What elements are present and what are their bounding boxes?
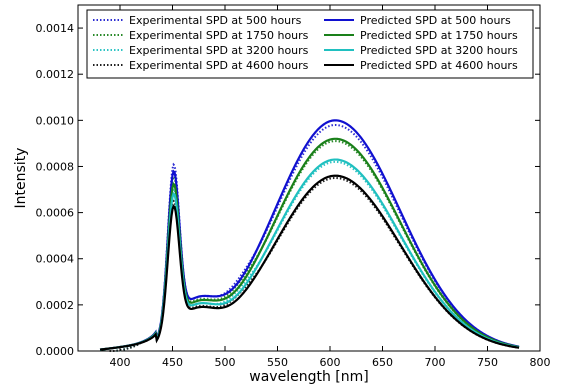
y-tick-label: 0.0014 [36,22,75,35]
legend-label-1: Experimental SPD at 500 hours [129,14,302,27]
legend-label-7: Predicted SPD at 3200 hours [360,44,518,57]
y-tick-label: 0.0006 [36,207,75,220]
y-tick-label: 0.0002 [36,299,75,312]
y-tick-label: 0.0000 [36,345,75,358]
ticks-layer: 400 450 500 550 600 650 700 750 800 0.0000 0.0002 0… [36,5,551,369]
legend-label-3: Experimental SPD at 3200 hours [129,44,309,57]
legend-box [86,9,534,79]
series-layer [99,119,520,352]
x-tick-label: 450 [162,356,183,369]
x-tick-label: 750 [477,356,498,369]
x-tick-label: 600 [320,356,341,369]
x-tick-label: 500 [215,356,236,369]
y-tick-label: 0.0008 [36,160,75,173]
x-axis-label: wavelength [nm] [249,369,368,385]
legend: Experimental SPD at 500 hours Experimenta… [86,9,534,79]
legend-label-2: Experimental SPD at 1750 hours [129,29,309,42]
legend-label-4: Experimental SPD at 4600 hours [129,59,309,72]
legend-label-8: Predicted SPD at 4600 hours [360,59,518,72]
y-tick-label: 0.0010 [36,114,75,127]
x-tick-label: 550 [267,356,288,369]
x-tick-label: 800 [530,356,551,369]
y-tick-label: 0.0004 [36,253,75,266]
y-tick-label: 0.0012 [36,68,75,81]
legend-label-6: Predicted SPD at 1750 hours [360,29,518,42]
y-axis-label: Intensity [13,148,29,209]
x-tick-label: 650 [372,356,393,369]
x-tick-label: 700 [425,356,446,369]
legend-label-5: Predicted SPD at 500 hours [360,14,511,27]
x-tick-label: 400 [110,356,131,369]
series-line-8 [99,174,520,351]
